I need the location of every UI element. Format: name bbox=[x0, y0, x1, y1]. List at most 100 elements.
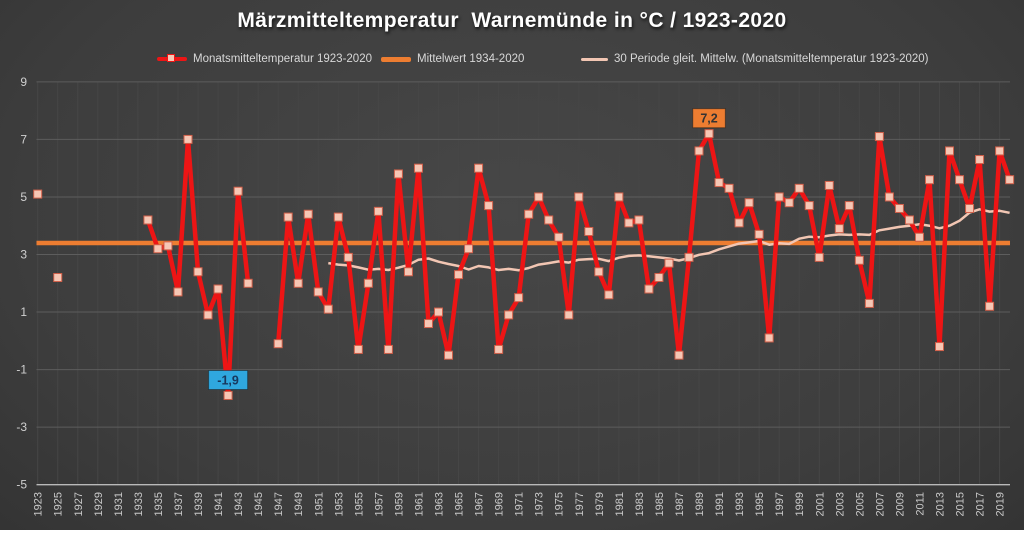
legend-item-monatsmitteltemperatur: Monatsmitteltemperatur 1923-2020 bbox=[157, 50, 372, 68]
data-point-marker bbox=[504, 310, 514, 320]
x-axis-tick-label: 1981 bbox=[614, 492, 626, 516]
annotation-box bbox=[208, 370, 249, 390]
y-axis-tick-label: 7 bbox=[20, 132, 27, 146]
data-point-marker bbox=[413, 163, 423, 173]
x-axis-tick-label: 1935 bbox=[153, 492, 165, 516]
data-point-marker bbox=[924, 175, 934, 185]
data-point-marker bbox=[403, 267, 413, 277]
data-point-marker bbox=[995, 146, 1005, 156]
y-axis-tick-label: 5 bbox=[20, 190, 27, 204]
y-axis-tick-label: -1 bbox=[16, 363, 27, 377]
data-point-marker bbox=[1005, 175, 1015, 185]
x-axis-tick-label: 1967 bbox=[474, 492, 486, 516]
data-point-marker bbox=[363, 278, 373, 288]
data-point-marker bbox=[594, 267, 604, 277]
data-point-marker bbox=[945, 146, 955, 156]
data-point-marker bbox=[724, 183, 734, 193]
data-point-marker bbox=[474, 163, 484, 173]
data-point-marker bbox=[554, 232, 564, 242]
data-point-marker bbox=[333, 212, 343, 222]
data-point-marker bbox=[53, 273, 63, 283]
x-axis-tick-label: 1923 bbox=[33, 492, 45, 516]
x-axis-tick-label: 1951 bbox=[313, 492, 325, 516]
x-axis-tick-label: 2003 bbox=[834, 492, 846, 516]
data-point-marker bbox=[844, 201, 854, 211]
data-point-marker bbox=[313, 287, 323, 297]
legend-label-monatsmitteltemperatur: Monatsmitteltemperatur 1923-2020 bbox=[193, 53, 372, 65]
red-line-swatch-icon bbox=[157, 50, 187, 68]
x-axis-tick-label: 1993 bbox=[734, 492, 746, 516]
data-point-marker bbox=[784, 198, 794, 208]
x-axis-tick-label: 1957 bbox=[373, 492, 385, 516]
data-point-marker bbox=[714, 178, 724, 188]
data-point-marker bbox=[153, 244, 163, 254]
x-axis-tick-label: 1979 bbox=[594, 492, 606, 516]
data-point-marker bbox=[484, 201, 494, 211]
x-axis-tick-label: 1963 bbox=[434, 492, 446, 516]
data-point-marker bbox=[574, 192, 584, 202]
x-axis-tick-label: 1965 bbox=[454, 492, 466, 516]
x-axis-tick-label: 1937 bbox=[173, 492, 185, 516]
data-point-marker bbox=[494, 344, 504, 354]
annotation-label: -1,9 bbox=[217, 373, 239, 387]
legend-label-gleitender-mittelwert: 30 Periode gleit. Mittelw. (Monatsmittel… bbox=[614, 53, 929, 65]
data-point-marker bbox=[534, 192, 544, 202]
data-point-marker bbox=[864, 298, 874, 308]
data-point-marker bbox=[143, 215, 153, 225]
x-axis-tick-label: 1947 bbox=[273, 492, 285, 516]
x-axis-tick-label: 1931 bbox=[113, 492, 125, 516]
data-point-marker bbox=[393, 169, 403, 179]
x-axis-tick-label: 1983 bbox=[634, 492, 646, 516]
annotation-label: 7,2 bbox=[700, 112, 717, 126]
data-point-marker bbox=[904, 215, 914, 225]
data-point-marker bbox=[684, 252, 694, 262]
data-point-marker bbox=[303, 209, 313, 219]
y-axis-tick-label: -5 bbox=[16, 478, 27, 492]
legend-item-mittelwert: Mittelwert 1934-2020 bbox=[381, 50, 524, 68]
x-axis-tick-label: 1953 bbox=[333, 492, 345, 516]
x-axis-tick-label: 1961 bbox=[413, 492, 425, 516]
x-axis-tick-label: 1949 bbox=[293, 492, 305, 516]
data-point-marker bbox=[604, 290, 614, 300]
data-point-marker bbox=[874, 132, 884, 142]
data-point-marker bbox=[163, 241, 173, 251]
data-point-marker bbox=[694, 146, 704, 156]
x-axis-tick-label: 1989 bbox=[694, 492, 706, 516]
x-axis-tick-label: 1969 bbox=[494, 492, 506, 516]
data-point-marker bbox=[514, 293, 524, 303]
legend-item-gleitender-mittelwert: 30 Periode gleit. Mittelw. (Monatsmittel… bbox=[581, 50, 929, 68]
data-point-marker bbox=[894, 203, 904, 213]
data-point-marker bbox=[283, 212, 293, 222]
data-point-marker bbox=[634, 215, 644, 225]
x-axis-tick-label: 1925 bbox=[53, 492, 65, 516]
data-point-marker bbox=[734, 218, 744, 228]
moving-average-line bbox=[328, 208, 1010, 272]
data-point-marker bbox=[213, 284, 223, 294]
x-axis-tick-label: 1975 bbox=[554, 492, 566, 516]
data-point-marker bbox=[834, 224, 844, 234]
data-point-marker bbox=[233, 186, 243, 196]
y-axis-tick-label: 9 bbox=[20, 75, 27, 89]
x-axis-tick-label: 1977 bbox=[574, 492, 586, 516]
data-point-marker bbox=[975, 155, 985, 165]
x-axis-tick-label: 1941 bbox=[213, 492, 225, 516]
data-point-marker bbox=[624, 218, 634, 228]
x-axis-tick-label: 1945 bbox=[253, 492, 265, 516]
data-point-marker bbox=[223, 390, 233, 400]
y-axis-tick-label: 1 bbox=[20, 305, 27, 319]
annotation-box bbox=[692, 108, 726, 129]
data-point-marker bbox=[343, 252, 353, 262]
x-axis-tick-label: 2011 bbox=[914, 492, 926, 516]
chart-title: Märzmitteltemperatur Warnemünde in °C / … bbox=[237, 9, 787, 32]
data-point-marker bbox=[914, 232, 924, 242]
x-axis-tick-label: 1929 bbox=[93, 492, 105, 516]
data-point-marker bbox=[524, 209, 534, 219]
x-axis-tick-label: 1999 bbox=[794, 492, 806, 516]
x-axis-tick-label: 1973 bbox=[534, 492, 546, 516]
data-point-marker bbox=[794, 183, 804, 193]
data-point-marker bbox=[243, 278, 253, 288]
x-axis-tick-label: 1943 bbox=[233, 492, 245, 516]
orange-line-swatch-icon bbox=[381, 50, 411, 68]
